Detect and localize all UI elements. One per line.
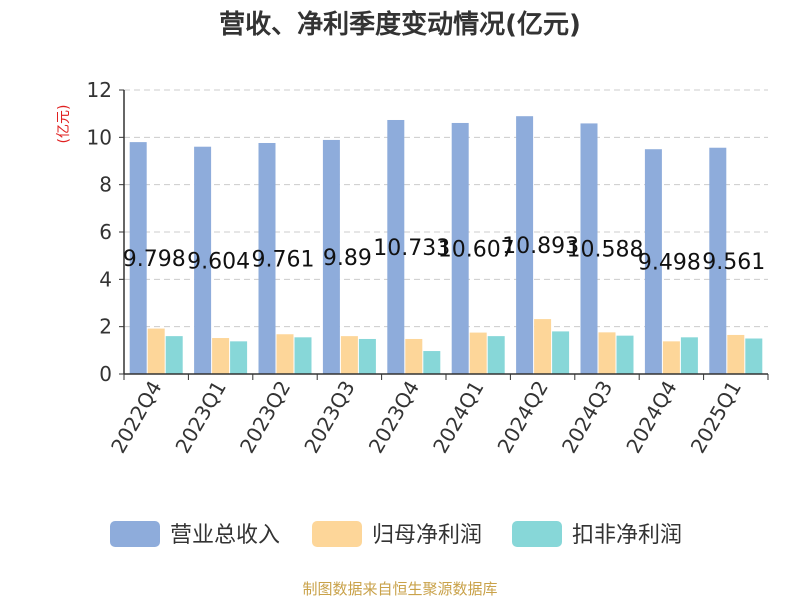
bar-营业总收入 (258, 142, 276, 374)
bar-归母净利润 (212, 338, 230, 374)
bar-扣非净利润 (552, 331, 570, 374)
bar-营业总收入 (194, 146, 212, 374)
bar-营业总收入 (129, 142, 147, 374)
legend-swatch (110, 521, 160, 547)
x-tick-label: 2024Q3 (557, 377, 617, 458)
bar-归母净利润 (405, 338, 423, 374)
x-tick-label: 2022Q4 (106, 377, 166, 458)
bar-营业总收入 (709, 147, 727, 374)
legend-label: 营业总收入 (170, 523, 280, 548)
y-tick-label: 4 (99, 267, 112, 291)
y-tick-label: 8 (99, 173, 112, 197)
legend-swatch (512, 521, 562, 547)
bar-扣非净利润 (745, 338, 763, 374)
bars (129, 116, 763, 375)
y-tick-label: 12 (87, 78, 112, 102)
bar-扣非净利润 (616, 335, 634, 374)
bar-归母净利润 (469, 332, 487, 374)
bar-扣非净利润 (680, 337, 698, 374)
x-tick-label: 2024Q4 (621, 377, 681, 458)
legend-swatch (312, 521, 362, 547)
data-label: 10.893 (502, 234, 579, 259)
bar-归母净利润 (598, 332, 616, 374)
bar-归母净利润 (662, 341, 680, 374)
bar-营业总收入 (580, 123, 598, 375)
x-tick-label: 2023Q1 (170, 377, 230, 458)
x-tick-label: 2023Q2 (235, 377, 295, 458)
bar-营业总收入 (516, 116, 534, 374)
legend: 营业总收入 归母净利润 扣非净利润 (110, 521, 682, 548)
bar-营业总收入 (451, 122, 469, 374)
bar-归母净利润 (534, 319, 552, 374)
x-tick-label: 2025Q1 (686, 377, 746, 458)
gridlines (124, 89, 768, 328)
bar-扣非净利润 (165, 336, 183, 374)
bar-营业总收入 (322, 139, 340, 374)
source-note: 制图数据来自恒生聚源数据库 (302, 580, 498, 598)
bar-扣非净利润 (423, 351, 441, 374)
bar-扣非净利润 (294, 337, 312, 374)
data-label: 9.498 (638, 251, 701, 276)
data-label: 9.561 (702, 250, 765, 275)
y-axis-label: (亿元) (56, 105, 72, 144)
bar-营业总收入 (644, 149, 662, 374)
bar-扣非净利润 (358, 338, 376, 374)
data-label: 9.604 (187, 249, 250, 274)
chart-title: 营收、净利季度变动情况(亿元) (219, 10, 581, 40)
bar-归母净利润 (727, 334, 745, 374)
y-tick-label: 0 (99, 362, 112, 386)
bar-扣非净利润 (230, 341, 248, 374)
data-label: 9.798 (123, 247, 186, 272)
data-label: 9.89 (323, 246, 372, 271)
bar-扣非净利润 (487, 336, 505, 374)
y-tick-label: 2 (99, 315, 112, 339)
y-tick-label: 6 (99, 220, 112, 244)
data-labels: 9.798 9.604 9.761 9.89 10.73310.60710.89310.… (123, 234, 766, 276)
data-label: 10.607 (438, 237, 515, 262)
y-tick-label: 10 (87, 125, 112, 149)
bar-归母净利润 (147, 328, 165, 374)
legend-label: 归母净利润 (372, 523, 482, 548)
x-tick-label: 2024Q1 (428, 377, 488, 458)
x-tick-label: 2023Q3 (299, 377, 359, 458)
data-label: 9.761 (252, 247, 315, 272)
bar-归母净利润 (276, 334, 294, 374)
data-label: 10.588 (567, 238, 644, 263)
bar-营业总收入 (387, 119, 405, 375)
bar-归母净利润 (340, 336, 358, 374)
x-tick-label: 2024Q2 (492, 377, 552, 458)
x-tick-label: 2023Q4 (364, 377, 424, 458)
legend-label: 扣非净利润 (572, 523, 682, 548)
data-label: 10.733 (373, 236, 450, 261)
